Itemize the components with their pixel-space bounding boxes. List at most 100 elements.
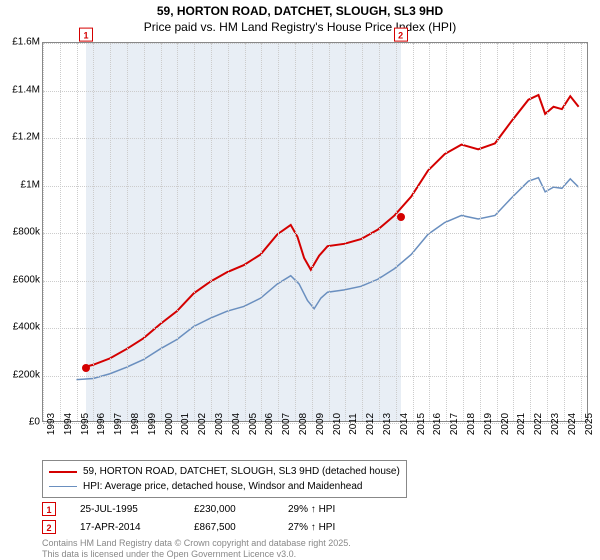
grid-line-v — [345, 43, 346, 421]
x-tick-label: 2005 — [248, 413, 259, 435]
sale-index-box-1: 1 — [42, 502, 56, 516]
sale-price-1: £230,000 — [194, 504, 264, 515]
x-tick-label: 2020 — [500, 413, 511, 435]
sales-row-1: 1 25-JUL-1995 £230,000 29% ↑ HPI — [42, 500, 378, 518]
x-tick-label: 2013 — [382, 413, 393, 435]
grid-line-v — [110, 43, 111, 421]
grid-line-v — [177, 43, 178, 421]
x-tick-label: 1999 — [147, 413, 158, 435]
x-tick-label: 1996 — [96, 413, 107, 435]
line-hpi — [76, 178, 578, 380]
sales-table: 1 25-JUL-1995 £230,000 29% ↑ HPI 2 17-AP… — [42, 500, 378, 536]
footer-line-2: This data is licensed under the Open Gov… — [42, 549, 351, 560]
x-tick-label: 2019 — [483, 413, 494, 435]
x-tick-label: 2016 — [432, 413, 443, 435]
x-tick-label: 2010 — [332, 413, 343, 435]
grid-line-v — [530, 43, 531, 421]
grid-line-v — [228, 43, 229, 421]
x-tick-label: 2004 — [231, 413, 242, 435]
x-tick-label: 2014 — [399, 413, 410, 435]
grid-line-v — [43, 43, 44, 421]
grid-line-v — [379, 43, 380, 421]
x-tick-label: 2006 — [264, 413, 275, 435]
grid-line-v — [429, 43, 430, 421]
grid-line-v — [547, 43, 548, 421]
grid-line-v — [211, 43, 212, 421]
sale-date-2: 17-APR-2014 — [80, 522, 170, 533]
x-tick-label: 2009 — [315, 413, 326, 435]
legend-row-hpi: HPI: Average price, detached house, Wind… — [49, 479, 400, 494]
chart-container: 59, HORTON ROAD, DATCHET, SLOUGH, SL3 9H… — [0, 0, 600, 560]
grid-line-v — [463, 43, 464, 421]
x-tick-label: 2000 — [164, 413, 175, 435]
x-tick-label: 2015 — [416, 413, 427, 435]
grid-line-h — [43, 233, 587, 234]
grid-line-v — [362, 43, 363, 421]
grid-line-h — [43, 281, 587, 282]
sale-price-2: £867,500 — [194, 522, 264, 533]
x-tick-label: 2022 — [533, 413, 544, 435]
grid-line-v — [329, 43, 330, 421]
x-tick-label: 2001 — [180, 413, 191, 435]
x-tick-label: 2025 — [584, 413, 595, 435]
grid-line-h — [43, 91, 587, 92]
y-tick-label: £600k — [2, 274, 40, 285]
sale-delta-1: 29% ↑ HPI — [288, 504, 378, 515]
grid-line-v — [60, 43, 61, 421]
x-tick-label: 2023 — [550, 413, 561, 435]
legend-swatch-hpi — [49, 486, 77, 488]
x-tick-label: 2017 — [449, 413, 460, 435]
sale-marker-box: 1 — [79, 28, 93, 42]
grid-line-v — [413, 43, 414, 421]
y-tick-label: £400k — [2, 322, 40, 333]
sale-date-1: 25-JUL-1995 — [80, 504, 170, 515]
grid-line-v — [144, 43, 145, 421]
footer: Contains HM Land Registry data © Crown c… — [42, 538, 351, 560]
x-tick-label: 2021 — [516, 413, 527, 435]
x-tick-label: 1997 — [113, 413, 124, 435]
grid-line-v — [480, 43, 481, 421]
grid-line-h — [43, 376, 587, 377]
x-tick-label: 2008 — [298, 413, 309, 435]
plot-area: 12 — [42, 42, 588, 422]
grid-line-v — [513, 43, 514, 421]
x-tick-label: 2024 — [567, 413, 578, 435]
grid-line-v — [77, 43, 78, 421]
grid-line-v — [261, 43, 262, 421]
sale-marker-box: 2 — [394, 28, 408, 42]
y-tick-label: £1.4M — [2, 84, 40, 95]
grid-line-h — [43, 138, 587, 139]
x-tick-label: 2012 — [365, 413, 376, 435]
y-tick-label: £800k — [2, 227, 40, 238]
grid-line-v — [446, 43, 447, 421]
y-tick-label: £1.6M — [2, 37, 40, 48]
grid-line-h — [43, 186, 587, 187]
grid-line-v — [312, 43, 313, 421]
grid-line-h — [43, 43, 587, 44]
grid-line-v — [245, 43, 246, 421]
y-tick-label: £1M — [2, 179, 40, 190]
grid-line-v — [194, 43, 195, 421]
x-tick-label: 2007 — [281, 413, 292, 435]
sale-dot — [82, 364, 90, 372]
y-tick-label: £200k — [2, 369, 40, 380]
grid-line-h — [43, 328, 587, 329]
sales-row-2: 2 17-APR-2014 £867,500 27% ↑ HPI — [42, 518, 378, 536]
grid-line-v — [497, 43, 498, 421]
legend-row-property: 59, HORTON ROAD, DATCHET, SLOUGH, SL3 9H… — [49, 464, 400, 479]
grid-line-v — [93, 43, 94, 421]
grid-line-v — [581, 43, 582, 421]
grid-line-v — [295, 43, 296, 421]
sale-delta-2: 27% ↑ HPI — [288, 522, 378, 533]
sale-dot — [397, 213, 405, 221]
x-tick-label: 1993 — [46, 413, 57, 435]
x-tick-label: 1995 — [80, 413, 91, 435]
chart-svg — [43, 43, 587, 421]
grid-line-v — [161, 43, 162, 421]
x-tick-label: 2002 — [197, 413, 208, 435]
x-tick-label: 1994 — [63, 413, 74, 435]
legend-swatch-property — [49, 471, 77, 473]
x-tick-label: 2003 — [214, 413, 225, 435]
x-tick-label: 1998 — [130, 413, 141, 435]
sale-index-box-2: 2 — [42, 520, 56, 534]
